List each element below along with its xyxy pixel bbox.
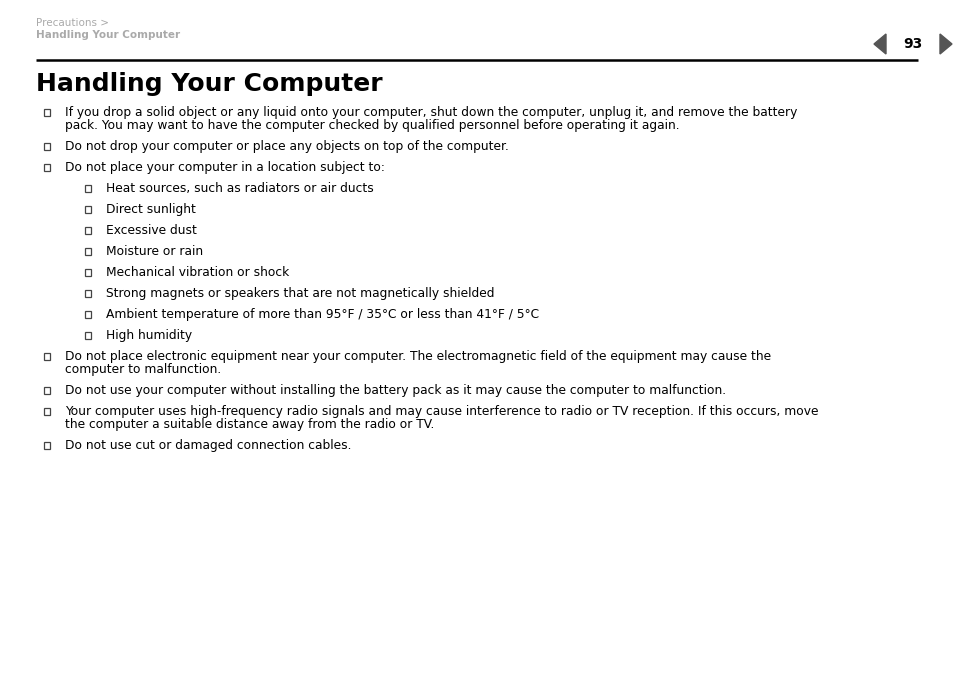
Bar	[44, 387, 51, 394]
Bar	[44, 143, 51, 150]
Bar	[44, 408, 51, 415]
Text: pack. You may want to have the computer checked by qualified personnel before op: pack. You may want to have the computer …	[65, 119, 679, 132]
Text: Handling Your Computer: Handling Your Computer	[36, 30, 180, 40]
Bar	[44, 442, 51, 448]
Bar	[85, 311, 91, 317]
Text: High humidity: High humidity	[106, 329, 192, 342]
Text: Direct sunlight: Direct sunlight	[106, 203, 195, 216]
Text: Do not use your computer without installing the battery pack as it may cause the: Do not use your computer without install…	[65, 384, 725, 397]
Text: Ambient temperature of more than 95°F / 35°C or less than 41°F / 5°C: Ambient temperature of more than 95°F / …	[106, 308, 538, 321]
Bar	[85, 332, 91, 338]
Text: Do not place electronic equipment near your computer. The electromagnetic field : Do not place electronic equipment near y…	[65, 350, 770, 363]
Bar	[85, 248, 91, 255]
Text: Do not use cut or damaged connection cables.: Do not use cut or damaged connection cab…	[65, 439, 351, 452]
Text: Mechanical vibration or shock: Mechanical vibration or shock	[106, 266, 289, 279]
Bar	[85, 206, 91, 212]
Text: Excessive dust: Excessive dust	[106, 224, 196, 237]
Text: Moisture or rain: Moisture or rain	[106, 245, 203, 258]
Polygon shape	[939, 34, 951, 54]
Text: Your computer uses high-frequency radio signals and may cause interference to ra: Your computer uses high-frequency radio …	[65, 405, 818, 418]
Bar	[44, 164, 51, 171]
Text: Do not drop your computer or place any objects on top of the computer.: Do not drop your computer or place any o…	[65, 140, 508, 153]
Text: Strong magnets or speakers that are not magnetically shielded: Strong magnets or speakers that are not …	[106, 287, 494, 300]
Text: the computer a suitable distance away from the radio or TV.: the computer a suitable distance away fr…	[65, 418, 434, 431]
Text: computer to malfunction.: computer to malfunction.	[65, 363, 221, 376]
Bar	[44, 353, 51, 359]
Text: Handling Your Computer: Handling Your Computer	[36, 72, 382, 96]
Text: If you drop a solid object or any liquid onto your computer, shut down the compu: If you drop a solid object or any liquid…	[65, 106, 797, 119]
Polygon shape	[873, 34, 885, 54]
Text: Heat sources, such as radiators or air ducts: Heat sources, such as radiators or air d…	[106, 182, 374, 195]
Text: 93: 93	[902, 37, 922, 51]
Text: Precautions >: Precautions >	[36, 18, 109, 28]
Bar	[85, 290, 91, 297]
Bar	[85, 185, 91, 191]
Bar	[85, 269, 91, 276]
Text: Do not place your computer in a location subject to:: Do not place your computer in a location…	[65, 161, 384, 174]
Bar	[85, 227, 91, 233]
Bar	[44, 109, 51, 115]
